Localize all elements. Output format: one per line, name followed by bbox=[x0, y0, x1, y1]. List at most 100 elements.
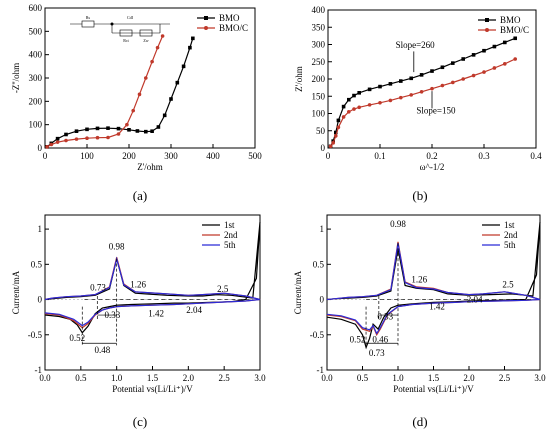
data-point bbox=[45, 145, 49, 149]
annotation: 0.73 bbox=[90, 282, 106, 292]
y-tick-label: 200 bbox=[312, 74, 326, 84]
legend-label: 1st bbox=[224, 220, 235, 230]
y-tick-label: 600 bbox=[29, 3, 43, 13]
data-point bbox=[461, 77, 466, 81]
data-point bbox=[419, 73, 424, 77]
data-point bbox=[144, 129, 148, 134]
y-axis-label: Z'/ohm bbox=[294, 66, 304, 92]
data-point bbox=[503, 62, 507, 66]
data-point bbox=[144, 76, 148, 80]
x-axis-label: Z'/ohm bbox=[137, 162, 163, 172]
x-tick-label: 300 bbox=[164, 151, 178, 161]
x-tick-label: 0.0 bbox=[39, 373, 51, 383]
panel-label-d: (d) bbox=[412, 414, 427, 429]
data-point bbox=[150, 129, 154, 133]
series-line-BMO/C bbox=[46, 35, 164, 148]
x-tick-label: 1.0 bbox=[111, 373, 123, 383]
legend-marker bbox=[204, 16, 208, 20]
y-tick-label: 0.5 bbox=[313, 259, 325, 269]
data-point bbox=[175, 80, 180, 85]
data-point bbox=[85, 127, 89, 132]
y-tick-label: 400 bbox=[29, 50, 43, 60]
x-tick-label: 200 bbox=[122, 151, 136, 161]
legend-label: 5th bbox=[504, 240, 516, 250]
y-tick-label: 100 bbox=[312, 109, 326, 119]
panel-label-c: (c) bbox=[133, 414, 147, 429]
annotation: 1.42 bbox=[429, 301, 445, 311]
data-point bbox=[451, 61, 455, 65]
panel-label-b: (b) bbox=[412, 188, 427, 203]
data-point bbox=[49, 142, 54, 147]
y-tick-label: 300 bbox=[29, 73, 43, 83]
x-tick-label: 0.4 bbox=[530, 151, 542, 161]
data-point bbox=[155, 45, 160, 50]
x-tick-label: 1.0 bbox=[392, 373, 404, 383]
panel-d: 0.0 0.5 1.0 1.5 2.0 2.5 3.0 -1 -0.5 0 0.5 1 Potentia… bbox=[293, 214, 546, 394]
data-point bbox=[378, 101, 382, 105]
y-tick-label: 400 bbox=[312, 5, 326, 15]
x-tick-label: 500 bbox=[248, 151, 262, 161]
data-point bbox=[352, 107, 356, 111]
data-point bbox=[347, 109, 351, 114]
data-point bbox=[482, 70, 486, 74]
annotation: 0.48 bbox=[94, 345, 110, 355]
annotation: Slope=150 bbox=[416, 106, 456, 116]
annotation: 0.52 bbox=[69, 333, 85, 343]
legend-label: BMO/C bbox=[219, 23, 248, 33]
data-point bbox=[169, 97, 173, 101]
legend-label: BMO bbox=[219, 13, 240, 23]
legend-label: 2nd bbox=[224, 230, 238, 240]
data-point bbox=[388, 98, 393, 103]
data-point bbox=[95, 135, 100, 140]
annotation: 1.42 bbox=[148, 308, 164, 318]
x-tick-label: 2.0 bbox=[463, 373, 475, 383]
legend-label: BMO/C bbox=[500, 25, 529, 35]
data-point bbox=[64, 132, 68, 137]
data-point bbox=[328, 144, 333, 149]
x-tick-label: 2.0 bbox=[183, 373, 195, 383]
x-axis-label: Potential vs(Li/Li⁺)/V bbox=[112, 384, 193, 394]
legend-marker bbox=[204, 26, 208, 30]
data-point bbox=[334, 134, 338, 138]
legend-label: 5th bbox=[224, 240, 236, 250]
data-point bbox=[471, 73, 476, 78]
data-point bbox=[116, 132, 121, 136]
x-tick-label: 0.5 bbox=[75, 373, 87, 383]
data-point bbox=[116, 126, 121, 131]
annotation: Slope=260 bbox=[396, 40, 436, 50]
series-line-BMO bbox=[46, 38, 194, 148]
data-point bbox=[461, 57, 465, 61]
y-tick-label: 0 bbox=[321, 143, 326, 153]
legend-label: 2nd bbox=[504, 230, 518, 240]
data-point bbox=[55, 140, 60, 144]
y-tick-label: 200 bbox=[29, 96, 43, 106]
y-tick-label: 1 bbox=[38, 224, 43, 234]
data-point bbox=[341, 115, 346, 119]
data-point bbox=[399, 79, 403, 83]
x-tick-label: 400 bbox=[206, 151, 220, 161]
data-point bbox=[440, 83, 445, 88]
x-axis-label: ω^-1/2 bbox=[420, 162, 445, 172]
data-point bbox=[156, 125, 161, 129]
data-point bbox=[357, 105, 362, 110]
data-point bbox=[336, 118, 341, 123]
x-tick-label: 0.5 bbox=[357, 373, 369, 383]
data-point bbox=[188, 45, 192, 50]
data-point bbox=[181, 64, 186, 69]
data-point bbox=[74, 137, 79, 141]
x-tick-label: 100 bbox=[80, 151, 94, 161]
data-point bbox=[357, 91, 361, 95]
data-point bbox=[106, 126, 110, 130]
inset-rs bbox=[81, 20, 95, 28]
x-tick-label: 3.0 bbox=[534, 373, 546, 383]
data-point bbox=[341, 104, 346, 109]
data-point bbox=[513, 36, 517, 41]
legend-marker bbox=[485, 18, 489, 22]
data-point bbox=[137, 92, 142, 97]
series-line-BMO/C bbox=[330, 58, 516, 147]
data-point bbox=[471, 53, 476, 57]
series-line-5th bbox=[44, 256, 261, 327]
data-point bbox=[106, 135, 110, 140]
inset-label: Rct bbox=[123, 38, 129, 43]
